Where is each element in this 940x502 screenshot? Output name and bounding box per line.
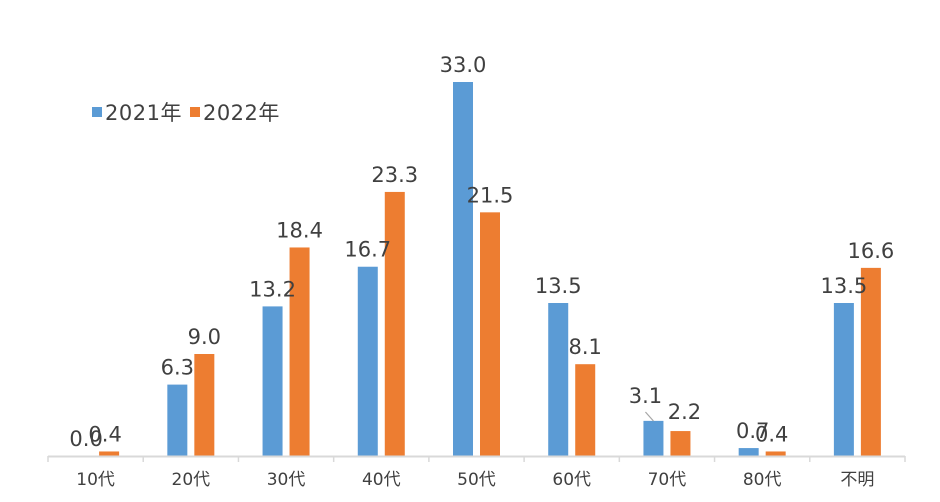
value-label: 13.2 [249, 277, 296, 301]
bar-2021年-80代 [738, 448, 759, 456]
x-tick-label: 80代 [743, 470, 782, 490]
bar-2022年-80代 [765, 451, 786, 456]
value-label: 0.7 [736, 419, 769, 443]
bar-2022年-不明 [860, 267, 881, 456]
bar-2021年-不明 [833, 303, 854, 456]
x-tick-label: 70代 [648, 470, 687, 490]
value-label: 0.4 [755, 422, 788, 446]
bar-2022年-50代 [480, 212, 500, 456]
value-label: 16.7 [344, 238, 391, 262]
value-label: 16.6 [848, 239, 895, 263]
bar-2022年-10代 [99, 451, 120, 456]
x-tick-label: 50代 [457, 470, 496, 490]
value-label: 0.4 [88, 422, 121, 446]
bar-2021年-70代 [643, 420, 664, 456]
x-tick-label: 60代 [552, 470, 591, 490]
x-tick-label: 不明 [840, 470, 874, 490]
x-axis-tick-labels: 10代 20代 30代 40代 50代 60代 70代 80代 不明 [76, 470, 874, 490]
bar-2021年-60代 [548, 303, 569, 456]
bar-2021年-20代 [167, 384, 188, 456]
legend: 2021年 2022年 [92, 97, 288, 127]
legend-label-2022: 2022年 [202, 101, 280, 125]
value-label: 13.5 [535, 274, 582, 298]
x-tick-label: 40代 [362, 470, 401, 490]
bar-2022年-40代 [384, 191, 405, 456]
label-leader-line [644, 411, 654, 422]
bar-2021年-30代 [262, 306, 283, 456]
bar-2022年-60代 [575, 364, 596, 456]
legend-swatch-2022 [189, 107, 200, 117]
value-label: 21.5 [467, 183, 514, 207]
bar-2021年-40代 [357, 266, 378, 456]
bar-2021年-50代 [453, 82, 473, 456]
value-label: 8.1 [569, 335, 602, 359]
x-tick-label: 10代 [76, 470, 115, 490]
value-label: 33.0 [440, 53, 487, 77]
value-label: 0.0 [69, 427, 102, 451]
value-label: 23.3 [371, 163, 418, 187]
value-label: 2.2 [668, 400, 701, 424]
legend-item-2021: 2021年 [92, 97, 182, 127]
value-labels-group: 0.00.46.39.013.218.416.723.333.021.513.5… [69, 53, 894, 451]
legend-label-2021: 2021年 [105, 101, 182, 125]
x-axis [47, 455, 906, 462]
value-label: 9.0 [188, 325, 221, 349]
value-label: 3.1 [629, 384, 662, 408]
legend-swatch-2021 [92, 107, 102, 117]
bar-2022年-30代 [289, 247, 310, 456]
value-label: 13.5 [821, 274, 868, 298]
bar-2022年-20代 [194, 354, 215, 456]
bars-group [99, 82, 881, 456]
value-label: 18.4 [276, 218, 323, 242]
value-label: 6.3 [161, 356, 194, 380]
bar-2022年-70代 [670, 431, 691, 456]
x-tick-label: 20代 [172, 470, 211, 490]
legend-item-2022: 2022年 [189, 97, 280, 127]
x-tick-label: 30代 [267, 470, 306, 490]
